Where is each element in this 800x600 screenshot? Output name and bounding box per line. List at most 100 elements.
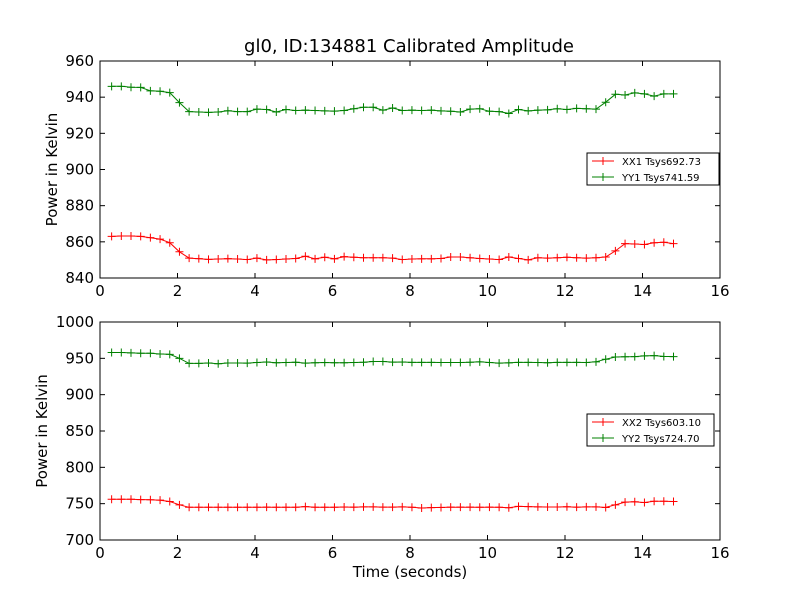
- data-point: [107, 82, 116, 91]
- legend-box: [586, 413, 715, 447]
- data-point: [252, 503, 261, 512]
- data-point: [223, 503, 232, 512]
- y-tick-label: 750: [65, 495, 94, 513]
- data-point: [601, 253, 610, 262]
- y-tick-label: 920: [65, 124, 94, 142]
- data-point: [630, 352, 639, 361]
- legend-label-2: YY1 Tsys741.59: [621, 173, 700, 184]
- data-point: [650, 351, 659, 360]
- x-tick-label: 4: [250, 544, 260, 562]
- data-point: [282, 503, 290, 512]
- data-point: [378, 106, 387, 115]
- data-point: [388, 254, 397, 263]
- x-tick-label: 10: [478, 282, 497, 300]
- data-point: [252, 358, 261, 367]
- data-point: [504, 358, 513, 367]
- data-point: [252, 254, 261, 263]
- data-point: [194, 254, 203, 263]
- data-point: [378, 253, 387, 262]
- data-point: [194, 359, 203, 368]
- legend-label-1: XX2 Tsys603.10: [622, 418, 701, 429]
- y-tick-label: 860: [65, 233, 94, 251]
- data-point: [592, 357, 600, 366]
- data-point: [320, 106, 329, 115]
- data-point: [243, 359, 252, 368]
- data-point: [127, 83, 135, 92]
- y-tick-label: 950: [65, 349, 94, 367]
- data-point: [572, 503, 581, 512]
- data-point: [553, 358, 562, 367]
- data-point: [127, 348, 135, 357]
- data-point: [398, 502, 407, 511]
- data-point: [359, 358, 368, 367]
- data-point: [330, 107, 339, 116]
- data-point: [291, 358, 300, 367]
- data-point: [330, 254, 339, 263]
- data-point: [388, 503, 397, 512]
- data-point: [262, 255, 271, 264]
- y-tick-label: 700: [65, 531, 94, 549]
- data-point: [282, 255, 290, 264]
- top-axes: 0 2 4 6 8 10 12 14 16 840 860 880 900 920 940 960 Power …: [43, 52, 730, 300]
- data-point: [659, 238, 668, 247]
- data-point: [233, 107, 242, 116]
- legend-label-2: YY2 Tsys724.70: [621, 434, 700, 445]
- data-point: [504, 109, 513, 118]
- data-point: [214, 255, 223, 264]
- data-point: [611, 246, 620, 255]
- data-point: [553, 253, 562, 262]
- data-point: [582, 104, 591, 113]
- data-point: [611, 500, 620, 509]
- data-point: [446, 107, 455, 116]
- x-tick-label: 8: [405, 282, 415, 300]
- data-point: [282, 105, 290, 114]
- legend-marker-2: [599, 434, 607, 442]
- data-point: [272, 503, 281, 512]
- x-tick-label: 6: [328, 282, 338, 300]
- data-point: [524, 255, 533, 264]
- data-point: [504, 253, 513, 262]
- data-point: [146, 349, 155, 358]
- data-point: [311, 254, 320, 263]
- data-point: [475, 254, 484, 263]
- data-point: [378, 503, 387, 512]
- data-point: [127, 495, 135, 504]
- data-point: [320, 253, 329, 262]
- data-point: [369, 103, 378, 112]
- data-point: [466, 105, 475, 114]
- x-tick-label: 12: [555, 544, 574, 562]
- data-point: [630, 240, 639, 249]
- data-point: [243, 255, 252, 264]
- data-point: [514, 254, 523, 263]
- x-tick-label: 2: [173, 282, 183, 300]
- data-point: [407, 106, 416, 115]
- data-point: [272, 107, 281, 116]
- data-point: [650, 238, 659, 247]
- data-point: [272, 358, 281, 367]
- data-point: [398, 357, 407, 366]
- data-point: [485, 503, 494, 512]
- data-point: [378, 357, 387, 366]
- data-point: [562, 253, 571, 262]
- data-point: [640, 498, 649, 507]
- data-point: [349, 253, 358, 262]
- data-point: [495, 359, 504, 368]
- data-point: [446, 358, 455, 367]
- data-point: [533, 502, 542, 511]
- data-point: [669, 352, 678, 361]
- data-point: [514, 358, 523, 367]
- data-point: [311, 106, 320, 115]
- data-point: [417, 106, 426, 115]
- x-tick-label: 16: [710, 544, 729, 562]
- data-point: [175, 98, 184, 107]
- legend-marker-1: [599, 418, 607, 426]
- data-point: [262, 503, 271, 512]
- data-point: [117, 232, 126, 241]
- data-point: [320, 503, 329, 512]
- data-point: [485, 107, 494, 116]
- data-point: [301, 106, 310, 115]
- data-point: [524, 502, 533, 511]
- data-point: [204, 358, 213, 367]
